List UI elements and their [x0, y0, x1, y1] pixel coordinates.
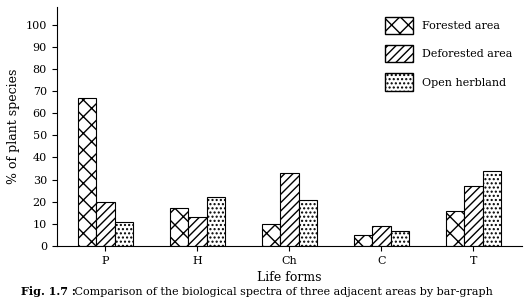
Bar: [115, 222, 133, 246]
Text: Fig. 1.7 :: Fig. 1.7 :: [21, 286, 76, 297]
Bar: [188, 217, 206, 246]
Text: Comparison of the biological spectra of three adjacent areas by bar-graph: Comparison of the biological spectra of …: [71, 287, 493, 297]
Bar: [262, 224, 280, 246]
Bar: [298, 200, 317, 246]
Bar: [390, 230, 409, 246]
Bar: [170, 208, 188, 246]
Legend: Forested area, Deforested area, Open herbland: Forested area, Deforested area, Open her…: [380, 13, 516, 95]
Bar: [354, 235, 372, 246]
Bar: [96, 202, 115, 246]
Bar: [482, 171, 501, 246]
Bar: [78, 98, 96, 246]
Y-axis label: % of plant species: % of plant species: [7, 69, 20, 184]
Bar: [206, 197, 225, 246]
Bar: [464, 186, 482, 246]
Bar: [372, 226, 390, 246]
Bar: [280, 173, 298, 246]
X-axis label: Life forms: Life forms: [257, 271, 322, 284]
Bar: [446, 211, 464, 246]
